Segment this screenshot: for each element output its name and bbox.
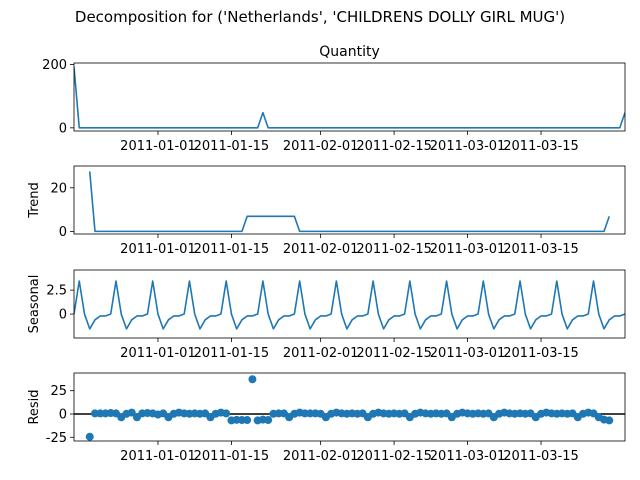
y-tick-label: 200 [42,58,67,73]
resid-point [605,416,614,425]
y-axis-label: Seasonal [27,275,42,334]
y-tick-label: 2.5 [46,284,67,299]
axes-frame [73,165,626,235]
plot-area [74,67,625,129]
axes-frame [73,62,626,132]
plot-area [74,375,625,441]
resid-point [264,416,273,425]
x-tick-label: 2011-01-15 [194,346,270,361]
trend-line [88,171,611,233]
y-tick-label: 25 [50,384,67,399]
x-tick-label: 2011-02-15 [356,242,432,257]
x-tick-label: 2011-01-01 [120,449,196,464]
x-tick-label: 2011-03-01 [430,449,506,464]
x-tick-label: 2011-03-15 [503,346,579,361]
y-axis-label: Resid [27,389,42,424]
x-tick-label: 2011-03-15 [503,242,579,257]
axes-frame [73,372,626,442]
resid-point [222,409,231,418]
resid-point [85,432,94,441]
plot-area [74,280,625,330]
panel-title: Quantity [319,44,380,60]
resid-point [127,408,136,417]
y-tick-label: -25 [46,431,67,446]
x-tick-label: 2011-02-15 [356,449,432,464]
x-tick-label: 2011-01-01 [120,139,196,154]
x-tick-label: 2011-02-01 [283,242,359,257]
x-tick-label: 2011-02-15 [356,346,432,361]
y-tick-label: 20 [50,181,67,196]
x-tick-label: 2011-02-01 [283,449,359,464]
y-tick-label: 0 [59,407,67,422]
x-tick-label: 2011-03-01 [430,346,506,361]
x-tick-label: 2011-01-15 [194,242,270,257]
axes-frame [73,269,626,339]
x-tick-label: 2011-01-15 [194,139,270,154]
y-tick-label: 0 [59,121,67,136]
figure-suptitle: Decomposition for ('Netherlands', 'CHILD… [75,8,565,26]
x-tick-label: 2011-02-01 [283,346,359,361]
y-tick-label: 0 [59,308,67,323]
x-tick-label: 2011-03-15 [503,139,579,154]
x-tick-label: 2011-01-01 [120,242,196,257]
x-tick-label: 2011-01-15 [194,449,270,464]
x-tick-label: 2011-03-01 [430,139,506,154]
resid-point [248,375,257,384]
x-tick-label: 2011-01-01 [120,346,196,361]
x-tick-label: 2011-02-01 [283,139,359,154]
seasonal-line [74,280,625,330]
quantity-line [74,67,625,129]
resid-point [243,416,252,425]
x-tick-label: 2011-03-15 [503,449,579,464]
x-tick-label: 2011-03-01 [430,242,506,257]
plot-area [88,171,611,233]
x-tick-label: 2011-02-15 [356,139,432,154]
y-axis-label: Trend [27,182,42,219]
y-tick-label: 0 [59,225,67,240]
